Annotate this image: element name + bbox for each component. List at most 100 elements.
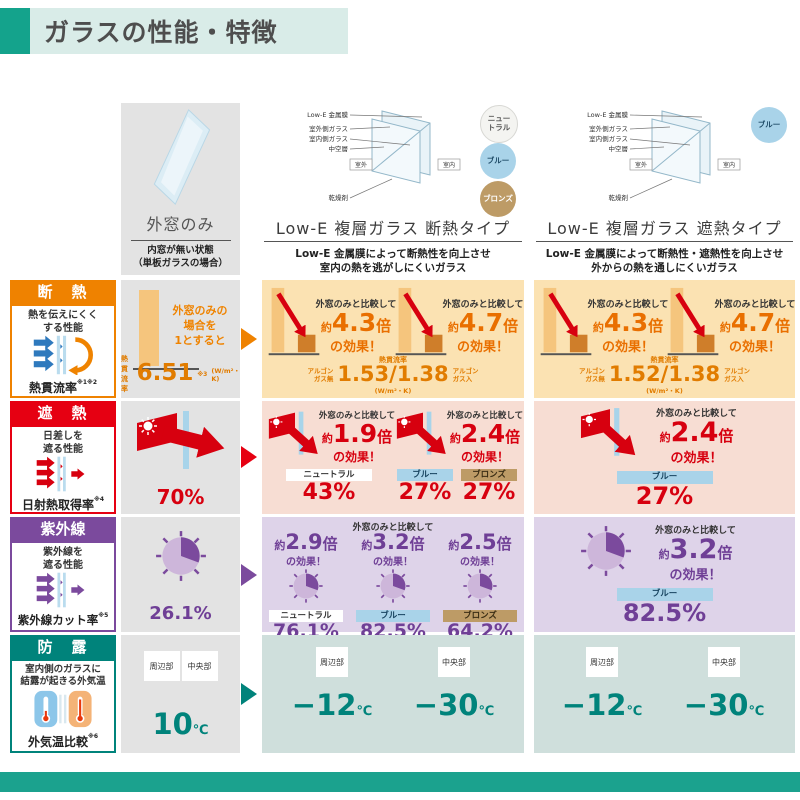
compare-caption: 外窓のみと比較して xyxy=(315,299,397,310)
sun-deflect-icon xyxy=(267,409,323,465)
uv-metric-label: 紫外線カット率※5 xyxy=(17,612,109,627)
dew-temp-value: −12℃ xyxy=(291,688,373,722)
bar-baseline xyxy=(133,368,199,370)
u-value-group: 熱貫流率 1.53/1.38 (W/m²・K) xyxy=(337,355,448,395)
dew-metric-label: 外気温比較※6 xyxy=(27,732,99,749)
svg-text:室外側ガラス: 室外側ガラス xyxy=(589,124,628,133)
svg-text:室外: 室外 xyxy=(355,161,367,169)
factor-value: 約3.2倍 xyxy=(658,534,733,566)
footer-accent-bar xyxy=(0,772,800,792)
dew-group-center: 中央部 −30℃ xyxy=(674,647,774,720)
compare-block: 外窓のみと比較して 約4.7倍 の効果！ xyxy=(667,286,795,366)
u-value-unit: (W/m²・K) xyxy=(211,367,240,383)
factor-value: 約2.4倍 xyxy=(449,419,521,449)
shading-icon xyxy=(25,456,101,496)
shgc-value: 70% xyxy=(156,485,205,509)
tint-chip-blue: ブルー xyxy=(616,588,713,601)
u-value-label: 熱貫流率 xyxy=(121,355,128,393)
compare-caption: 外窓のみと比較して xyxy=(655,526,736,537)
dew-temp-value: −12℃ xyxy=(561,688,643,722)
tint-chip-bronze: ブロンズ xyxy=(461,469,517,482)
argon-with-label: アルゴン ガス入 xyxy=(452,366,479,384)
uv-icon xyxy=(25,572,101,612)
effect-caption: の効果！ xyxy=(460,557,500,569)
shanetsu-divider xyxy=(536,241,793,242)
factor-value: 約3.2倍 xyxy=(361,530,425,554)
row-header-insulation: 断 熱 熱を伝えにくく する性能 熱貫流率※1※2 xyxy=(10,280,116,398)
row-header-dew: 防 露 室内側のガラスに 結露が起きる外気温 xyxy=(10,635,116,753)
u-value-group: 熱貫流率 1.52/1.38 (W/m²・K) xyxy=(609,355,720,395)
effect-caption: の効果！ xyxy=(329,340,382,356)
cell-uv-shanetsu: 外窓のみと比較して 約3.2倍 の効果！ ブルー 82.5% xyxy=(534,517,795,632)
center-label: 中央部 xyxy=(181,651,218,681)
factor-value: 約4.3倍 xyxy=(592,307,664,337)
factor-value: 約1.9倍 xyxy=(321,419,393,449)
footnote-mark: ※5 xyxy=(98,612,109,619)
shgc-value: 27% xyxy=(462,480,516,506)
sun-through-glass-icon xyxy=(133,409,228,475)
perimeter-label: 周辺部 xyxy=(586,647,618,677)
shading-metric-label: 日射熱取得率※4 xyxy=(21,496,105,512)
cell-insulation-outer: 外窓のみの 場合を 1とすると 熱貫流率 6.51 ※3 (W/m²・K) xyxy=(121,280,240,398)
u-value-unit: (W/m²・K) xyxy=(374,387,412,395)
svg-text:乾燥剤: 乾燥剤 xyxy=(329,193,349,202)
tint-swatch-bronze: ブロンズ xyxy=(480,181,516,217)
uv-cut-value: 26.1% xyxy=(149,603,212,625)
perimeter-label: 周辺部 xyxy=(143,651,180,681)
cell-uv-dannetsu: 外窓のみと比較して 約2.9倍 の効果！ ニュートラル 76.1% xyxy=(262,517,524,641)
tint-swatch-blue: ブルー xyxy=(480,143,516,179)
sun-pie-icon xyxy=(579,524,633,582)
u-value: 1.53/1.38 xyxy=(337,362,449,387)
effect-caption: の効果！ xyxy=(460,449,509,464)
dew-temp-value: −30℃ xyxy=(683,688,765,722)
compare-block: 約2.5倍 の効果！ ブロンズ 64.2% xyxy=(438,531,522,642)
u-value: 1.52/1.38 xyxy=(608,362,721,387)
svg-text:室内側ガラス: 室内側ガラス xyxy=(589,134,628,143)
header-accent-square xyxy=(0,8,30,54)
cell-shading-shanetsu: 外窓のみと比較して 約2.4倍 の効果！ ブルー 27% xyxy=(534,401,795,514)
footnote-mark: ※4 xyxy=(94,496,105,503)
svg-text:中空層: 中空層 xyxy=(609,144,629,153)
svg-text:室内: 室内 xyxy=(443,161,455,169)
shgc-value: 43% xyxy=(302,480,356,506)
reference-bar xyxy=(139,290,159,366)
shgc-value: 27% xyxy=(635,481,694,510)
uv-desc: 紫外線を 遮る性能 xyxy=(43,547,83,571)
compare-caption: 外窓のみと比較して xyxy=(352,523,434,533)
bar-drop-icon xyxy=(540,286,592,366)
cell-shading-dannetsu: 外窓のみと比較して 約1.9倍 の効果！ ニュートラル 43% xyxy=(262,401,524,514)
dew-group-center: 中央部 −30℃ xyxy=(404,647,504,720)
sun-deflect-icon xyxy=(578,406,642,466)
svg-text:室内: 室内 xyxy=(723,161,735,169)
svg-text:Low-E 金属膜: Low-E 金属膜 xyxy=(307,110,348,119)
effect-caption: の効果！ xyxy=(669,568,722,584)
insulation-row-title: 断 熱 xyxy=(10,280,116,304)
dew-row-title: 防 露 xyxy=(10,635,116,659)
u-value-unit: (W/m²・K) xyxy=(646,387,683,395)
u-value-label: 熱貫流率 xyxy=(650,356,679,365)
bar-drop-icon xyxy=(667,286,719,366)
outer-only-title: 外窓のみ xyxy=(146,215,215,234)
factor-value: 約4.7倍 xyxy=(447,307,519,337)
u-value-label: 熱貫流率 xyxy=(378,356,407,365)
column-header-outer-only: 外窓のみ 内窓が無い状態 （単板ガラスの場合） xyxy=(121,103,240,275)
perimeter-label: 周辺部 xyxy=(316,647,348,677)
compare-block: 外窓のみと比較して 約4.3倍 の効果！ xyxy=(540,286,668,366)
compare-caption: 外窓のみと比較して xyxy=(587,299,669,310)
bar-drop-icon xyxy=(395,286,447,366)
dannetsu-desc: Low-E 金属膜によって断熱性を向上させ 室内の熱を逃がしにくいガラス xyxy=(295,248,491,275)
thermometers-icon xyxy=(31,689,95,733)
tint-chip-blue: ブルー xyxy=(616,471,713,484)
compare-caption: 外窓のみと比較して xyxy=(714,299,796,310)
outer-only-divider xyxy=(130,240,231,241)
compare-caption: 外窓のみと比較して xyxy=(656,409,737,420)
tint-swatch-neutral: ニュー トラル xyxy=(480,105,518,143)
u-value-line: アルゴン ガス無 熱貫流率 1.52/1.38 (W/m²・K) アルゴン ガス… xyxy=(534,355,795,395)
cell-uv-outer: 26.1% xyxy=(121,517,240,632)
reference-note: 外窓のみの 場合を 1とすると xyxy=(172,304,228,347)
effect-caption: の効果！ xyxy=(670,451,723,467)
dew-temp-value: 10℃ xyxy=(152,707,209,741)
effect-caption: の効果！ xyxy=(332,449,381,464)
shanetsu-title: Low-E 複層ガラス 遮熱タイプ xyxy=(547,219,782,238)
